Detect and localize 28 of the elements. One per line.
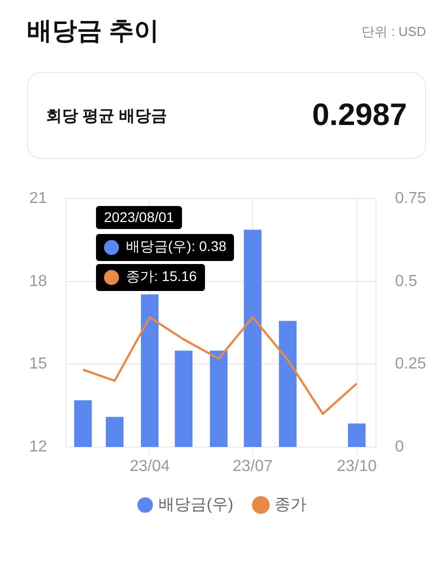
- y-tick-label: 18: [29, 272, 48, 290]
- bar: [174, 350, 192, 447]
- bar: [278, 320, 297, 447]
- bar: [106, 416, 124, 447]
- legend-label: 종가: [274, 496, 306, 514]
- annotation: 배당금(우): 0.38: [126, 238, 226, 256]
- annotation: 2023/08/01: [104, 209, 174, 226]
- y2-tick-label: 0: [395, 438, 404, 456]
- x-tick-label: 23/07: [232, 458, 273, 476]
- y-tick-label: 12: [29, 438, 48, 456]
- y2-tick-label: 0.75: [395, 190, 426, 208]
- y2-tick-label: 0.25: [395, 356, 426, 373]
- text: 0.2987: [312, 97, 407, 133]
- chart-title: 배당금 추이: [27, 16, 159, 46]
- bar: [244, 230, 262, 447]
- bar: [210, 350, 228, 447]
- annotation: 종가: 15.16: [126, 268, 197, 286]
- y2-tick-label: 0.5: [395, 272, 418, 290]
- bar: [74, 400, 92, 447]
- legend-label: 배당금(우): [158, 496, 234, 514]
- text: 회당 평균 배당금: [46, 107, 167, 127]
- bar: [348, 423, 366, 447]
- y-tick-label: 21: [29, 190, 48, 208]
- y-tick-label: 15: [29, 356, 48, 373]
- text: 단위 : USD: [362, 23, 426, 41]
- x-tick-label: 23/10: [336, 458, 377, 476]
- x-tick-label: 23/04: [130, 458, 170, 476]
- bar: [140, 294, 159, 447]
